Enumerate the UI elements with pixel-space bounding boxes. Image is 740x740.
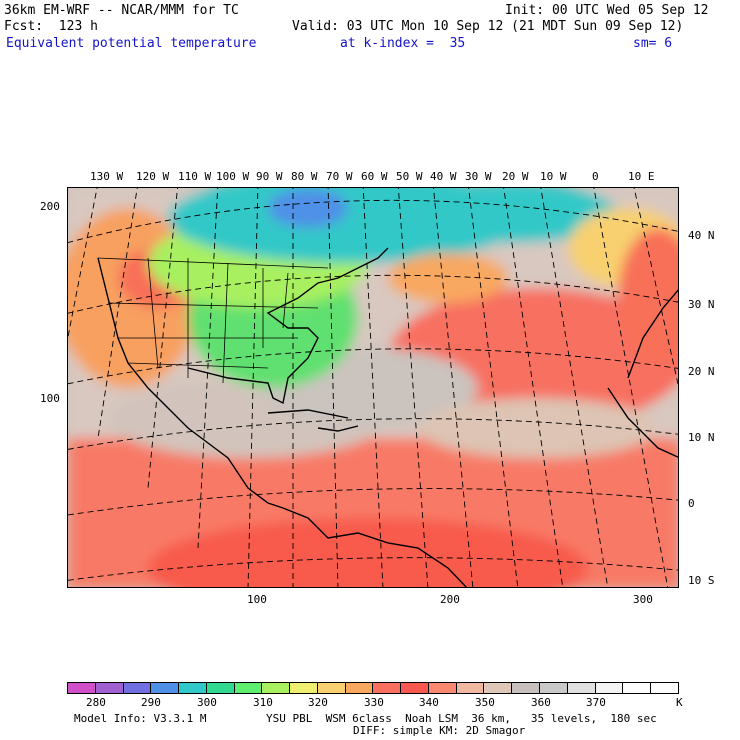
colorbar-unit: K [676, 696, 683, 709]
colorbar-swatch [373, 683, 402, 693]
model-info: Model Info: V3.3.1 M [74, 712, 207, 725]
colorbar-swatch [428, 683, 457, 693]
lon-label: 90 W [256, 170, 283, 183]
colorbar-swatch [234, 683, 263, 693]
lat-label: 10 N [688, 431, 715, 444]
colorbar-swatch [345, 683, 374, 693]
colorbar-label: 350 [475, 696, 495, 709]
theta-e-map [67, 187, 679, 588]
colorbar-swatch [206, 683, 235, 693]
colorbar [67, 682, 679, 694]
lon-label: 20 W [502, 170, 529, 183]
lat-label: 0 [688, 497, 695, 510]
field-name: Equivalent potential temperature [6, 36, 257, 51]
lon-label: 50 W [396, 170, 423, 183]
lon-label: 110 W [178, 170, 212, 183]
model-title: 36km EM-WRF -- NCAR/MMM for TC [4, 3, 239, 18]
lon-label: 10 E [628, 170, 655, 183]
colorbar-swatch [262, 683, 291, 693]
grid-y-label: 100 [40, 392, 60, 405]
lon-label: 60 W [361, 170, 388, 183]
colorbar-label: 310 [253, 696, 273, 709]
lon-label: 40 W [430, 170, 457, 183]
colorbar-label: 320 [308, 696, 328, 709]
colorbar-swatch [68, 683, 96, 693]
colorbar-label: 280 [86, 696, 106, 709]
lon-label: 130 W [90, 170, 124, 183]
colorbar-swatch [651, 683, 678, 693]
contour-fill [68, 188, 678, 587]
colorbar-swatch [484, 683, 513, 693]
colorbar-label: 360 [531, 696, 551, 709]
lat-label: 20 N [688, 365, 715, 378]
colorbar-label: 290 [141, 696, 161, 709]
lat-label: 40 N [688, 229, 715, 242]
colorbar-swatch [179, 683, 207, 693]
grid-x-label: 200 [440, 593, 460, 606]
colorbar-label: 340 [419, 696, 439, 709]
colorbar-swatch [401, 683, 429, 693]
colorbar-swatch [95, 683, 124, 693]
colorbar-swatch [540, 683, 568, 693]
diffusion-info: DIFF: simple KM: 2D Smagor [353, 724, 526, 737]
lon-label: 120 W [136, 170, 170, 183]
grid-x-label: 100 [247, 593, 267, 606]
colorbar-swatch [567, 683, 596, 693]
colorbar-swatch [151, 683, 180, 693]
colorbar-swatch [623, 683, 652, 693]
lon-label: 80 W [291, 170, 318, 183]
map-graphic [68, 188, 678, 587]
lon-label: 70 W [326, 170, 353, 183]
colorbar-swatch [595, 683, 624, 693]
lon-label: 30 W [465, 170, 492, 183]
colorbar-swatch [123, 683, 152, 693]
colorbar-swatch [290, 683, 318, 693]
grid-y-label: 200 [40, 200, 60, 213]
forecast-hour: Fcst: 123 h [4, 19, 98, 34]
coastlines [97, 247, 678, 587]
init-time: Init: 00 UTC Wed 05 Sep 12 [505, 3, 709, 18]
smoothing-label: sm= 6 [633, 36, 673, 51]
colorbar-label: 370 [586, 696, 606, 709]
lon-label: 0 [592, 170, 599, 183]
colorbar-swatch [317, 683, 346, 693]
lon-label: 10 W [540, 170, 567, 183]
physics-info: YSU PBL WSM 6class Noah LSM 36 km, 35 le… [266, 712, 657, 725]
valid-time: Valid: 03 UTC Mon 10 Sep 12 (21 MDT Sun … [292, 19, 684, 34]
lon-label: 100 W [216, 170, 250, 183]
lat-label: 10 S [688, 574, 715, 587]
level-label: at k-index = 35 [340, 36, 466, 51]
state-borders [97, 257, 329, 384]
colorbar-label: 330 [364, 696, 384, 709]
lat-label: 30 N [688, 298, 715, 311]
graticule [68, 188, 678, 587]
colorbar-swatch [456, 683, 485, 693]
colorbar-swatch [512, 683, 541, 693]
colorbar-label: 300 [197, 696, 217, 709]
grid-x-label: 300 [633, 593, 653, 606]
